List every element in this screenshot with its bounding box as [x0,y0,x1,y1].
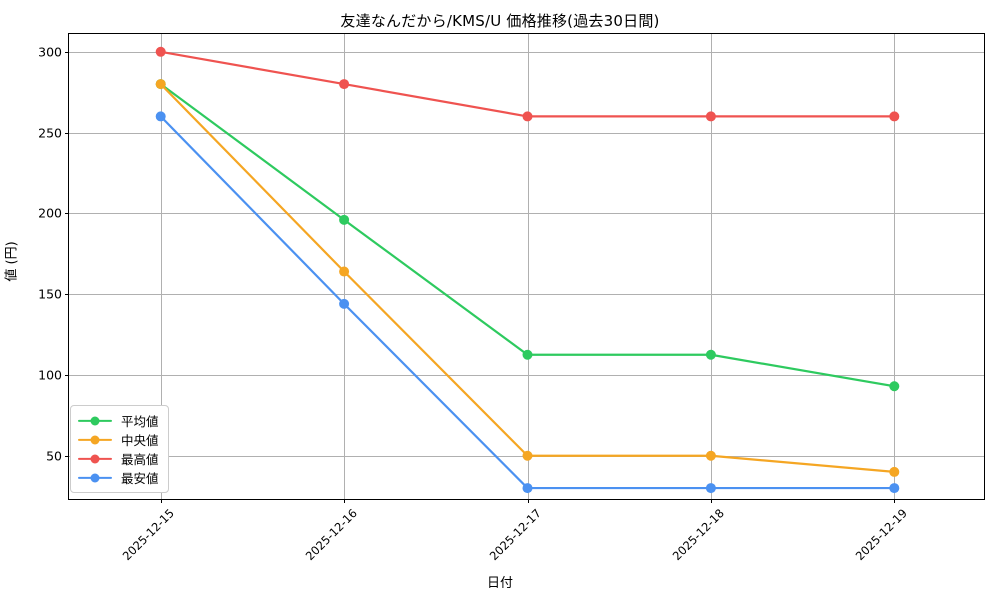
gridline-vertical [894,34,896,499]
series-marker [889,483,900,494]
chart-legend: 平均値中央値最高値最安値 [70,405,169,493]
y-tick-label: 50 [46,448,62,464]
gridline-horizontal [69,294,984,296]
legend-label: 平均値 [121,414,159,429]
gridline-vertical [160,34,162,499]
gridline-vertical [344,34,346,499]
gridline-horizontal [69,51,984,53]
legend-swatch-icon [78,472,112,484]
legend-item[interactable]: 中央値 [78,430,159,449]
series-marker [522,349,533,360]
series-marker [705,450,716,461]
y-tick-label: 100 [38,367,62,383]
legend-item[interactable]: 最高値 [78,449,159,468]
series-marker [339,266,350,277]
series-marker [889,381,900,392]
series-marker [889,111,900,122]
series-marker [522,450,533,461]
y-tick-mark [65,294,69,296]
chart-title: 友達なんだから/KMS/U 価格推移(過去30日間) [340,12,660,30]
gridline-vertical [710,34,712,499]
series-marker [339,79,350,90]
y-tick-label: 150 [38,286,62,302]
x-tick-label: 2025-12-15 [119,506,177,564]
legend-swatch-icon [78,453,112,465]
series-marker [522,483,533,494]
y-tick-label: 200 [38,205,62,221]
y-tick-label: 300 [38,44,62,60]
x-tick-mark [527,499,529,503]
y-tick-mark [65,213,69,215]
legend-label: 中央値 [121,433,159,448]
x-axis-label: 日付 [486,576,513,591]
series-marker [705,349,716,360]
series-marker [705,111,716,122]
x-tick-label: 2025-12-18 [669,506,727,564]
series-line [159,82,896,474]
y-tick-mark [65,455,69,457]
x-tick-label: 2025-12-16 [302,506,360,564]
data-series-layer [155,46,900,494]
x-tick-mark [894,499,896,503]
series-line [159,115,896,490]
y-tick-mark [65,51,69,53]
series-line [159,82,896,388]
gridline-horizontal [69,132,984,134]
legend-item[interactable]: 最安値 [78,468,159,487]
x-tick-mark [710,499,712,503]
y-axis-label: 値 (円) [4,241,20,282]
gridline-horizontal [69,213,984,215]
legend-item[interactable]: 平均値 [78,411,159,430]
series-marker [155,46,166,57]
legend-swatch-icon [78,434,112,446]
y-tick-mark [65,132,69,134]
x-tick-label: 2025-12-19 [853,506,911,564]
plot-area: 50 100 150 200 250 300 2025-12-15 2025-12-16 20… [38,33,985,563]
legend-label: 最安値 [121,471,159,486]
legend-swatch-icon [78,415,112,427]
series-marker [339,214,350,225]
series-marker [889,466,900,477]
x-tick-mark [160,499,162,503]
series-marker [705,483,716,494]
legend-label: 最高値 [121,452,159,467]
series-marker [339,298,350,309]
x-tick-mark [344,499,346,503]
series-line [159,50,896,118]
y-tick-label: 250 [38,125,62,141]
series-marker [522,111,533,122]
x-tick-label: 2025-12-17 [486,506,544,564]
series-marker [155,111,166,122]
series-marker [155,79,166,90]
gridline-horizontal [69,374,984,376]
gridline-vertical [527,34,529,499]
y-tick-mark [65,374,69,376]
